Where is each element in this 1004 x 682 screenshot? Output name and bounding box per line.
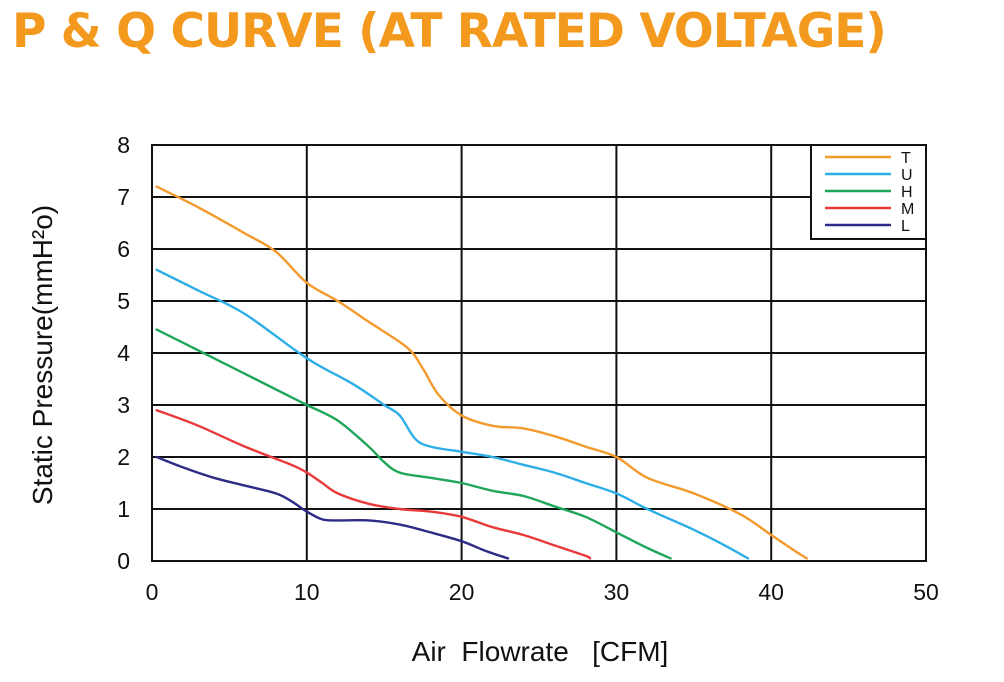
y-tick-label: 0 — [117, 548, 130, 574]
x-axis-label: Air Flowrate [CFM] — [412, 636, 669, 667]
y-tick-label: 2 — [117, 444, 130, 470]
x-tick-label: 10 — [294, 579, 320, 605]
y-tick-label: 3 — [117, 392, 130, 418]
series-line-l — [155, 455, 510, 560]
x-tick-label: 50 — [913, 579, 939, 605]
y-tick-label: 5 — [117, 288, 130, 314]
y-axis-label: Static Pressure(mmH²o) — [27, 205, 58, 505]
y-tick-label: 8 — [117, 132, 130, 158]
y-tick-label: 4 — [117, 340, 130, 366]
legend-label: H — [901, 184, 913, 201]
x-tick-label: 0 — [146, 579, 159, 605]
x-tick-label: 30 — [604, 579, 630, 605]
series-line-t — [155, 185, 808, 560]
x-tick-label: 40 — [758, 579, 784, 605]
series-line-m — [155, 409, 592, 560]
y-tick-label: 1 — [117, 496, 130, 522]
series-line-u — [155, 268, 750, 560]
legend-label: M — [901, 201, 914, 218]
chart-title: P & Q CURVE (AT RATED VOLTAGE) — [12, 4, 887, 59]
x-tick-label: 20 — [449, 579, 475, 605]
y-tick-label: 6 — [117, 236, 130, 262]
legend-label: U — [901, 167, 913, 184]
series-line-h — [155, 328, 672, 560]
y-tick-label: 7 — [117, 184, 130, 210]
legend-label: T — [901, 150, 911, 167]
legend-label: L — [901, 218, 910, 235]
